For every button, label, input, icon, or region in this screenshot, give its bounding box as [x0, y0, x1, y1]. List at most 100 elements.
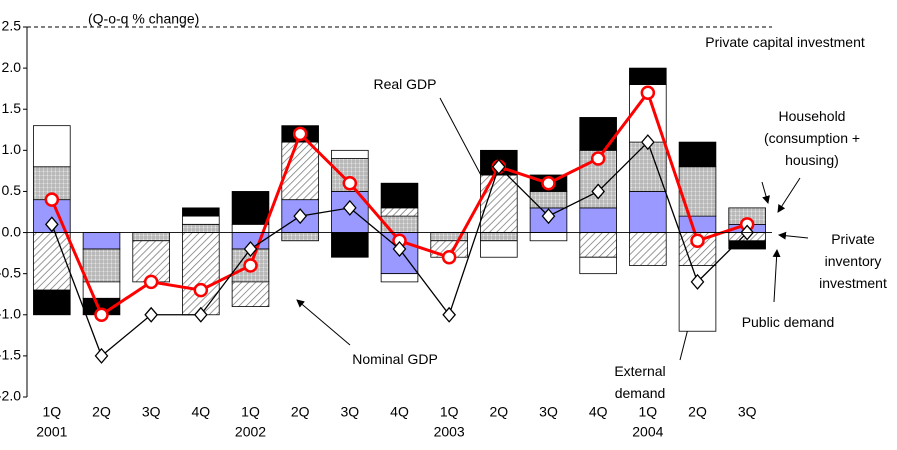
x-tick-label: 3Q — [340, 404, 359, 420]
bar-segment — [281, 141, 319, 201]
marker — [243, 258, 258, 273]
x-tick-label: 3Q — [539, 404, 558, 420]
series-label: Private capital investment — [705, 34, 865, 50]
x-tick-label: 2Q — [688, 404, 707, 420]
bar-segment — [579, 256, 617, 275]
bar-segment — [728, 240, 766, 250]
bar-segment — [331, 232, 369, 258]
marker — [541, 175, 556, 191]
x-tick-label: 1Q — [638, 404, 657, 420]
marker — [193, 282, 209, 298]
series-label: Nominal GDP — [352, 351, 438, 367]
y-tick-label: 0.5 — [2, 182, 22, 198]
bar-segment — [82, 248, 121, 283]
x-tick-label: 2Q — [92, 404, 111, 420]
bar-segment — [231, 281, 270, 307]
marker — [590, 151, 606, 166]
bar-segment — [281, 232, 319, 242]
marker — [392, 241, 407, 257]
bar-segment — [629, 232, 667, 266]
y-tick-label: -0.5 — [0, 264, 21, 280]
bar-segment — [231, 191, 270, 225]
series-label: External demand — [614, 363, 665, 401]
marker — [491, 158, 506, 175]
marker — [690, 273, 705, 290]
bar-segment — [579, 207, 617, 233]
bar-segment — [380, 207, 419, 217]
year-label: 2001 — [36, 424, 67, 440]
x-tick-label: 4Q — [191, 404, 210, 420]
bar-segment — [629, 191, 667, 233]
bar-segment — [82, 232, 121, 250]
bar-segment — [480, 232, 518, 242]
marker — [690, 233, 705, 249]
bar-segment — [629, 141, 667, 192]
year-label: 2003 — [434, 424, 465, 440]
marker — [94, 347, 109, 364]
x-tick-label: 3Q — [142, 404, 161, 420]
bar-segment — [579, 117, 617, 151]
bar-segment — [380, 182, 419, 209]
marker — [442, 306, 457, 323]
bar-segment — [678, 215, 717, 233]
x-tick-label: 1Q — [241, 404, 260, 420]
marker — [143, 274, 159, 290]
bar-segment — [182, 232, 220, 316]
bar-segment — [33, 289, 71, 316]
bar-segment — [678, 141, 717, 168]
marker — [44, 192, 60, 207]
x-tick-label: 1Q — [440, 404, 459, 420]
x-tick-label: 2Q — [489, 404, 508, 420]
x-tick-label: 2Q — [291, 404, 310, 420]
series-label: Private inventory investment — [819, 231, 887, 291]
year-label: 2002 — [235, 424, 266, 440]
marker — [541, 208, 556, 225]
bar-segment — [380, 273, 419, 283]
bar-segment — [331, 158, 369, 192]
x-tick-label: 4Q — [390, 404, 409, 420]
bar-segment — [182, 207, 220, 217]
bar-segment — [579, 232, 617, 258]
x-tick-label: 4Q — [589, 404, 608, 420]
y-tick-label: 2.0 — [2, 59, 22, 75]
bar-segment — [529, 232, 568, 242]
bar-segment — [182, 223, 220, 233]
y-tick-label: 1.0 — [2, 141, 22, 157]
bar-segment — [480, 240, 518, 258]
marker — [640, 85, 656, 101]
bar-segment — [132, 232, 170, 242]
marker — [144, 306, 159, 323]
series-label: Public demand — [742, 314, 835, 330]
marker — [293, 208, 308, 225]
marker — [342, 175, 358, 191]
marker — [342, 199, 357, 216]
bar-segment — [331, 149, 369, 159]
bar-segment — [33, 125, 71, 168]
x-tick-label: 1Q — [42, 404, 61, 420]
series-label: Household (consumption + housing) — [764, 108, 860, 168]
y-tick-label: -2.0 — [0, 388, 21, 404]
marker — [441, 249, 457, 265]
bar-segment — [678, 166, 717, 217]
y-tick-label: 1.5 — [2, 100, 22, 116]
marker — [193, 306, 208, 323]
bar-segment — [629, 67, 667, 85]
marker — [44, 216, 59, 233]
bar-segment — [33, 232, 71, 291]
bar-segment — [529, 191, 568, 209]
marker — [640, 134, 655, 151]
marker — [591, 183, 606, 200]
marker — [94, 307, 109, 323]
y-tick-label: 2.5 — [2, 18, 22, 34]
series-label: Real GDP — [373, 76, 436, 92]
marker — [292, 126, 308, 142]
year-label: 2004 — [632, 424, 663, 440]
y-axis-label: (Q-o-q % change) — [88, 11, 199, 27]
y-tick-label: 0.0 — [2, 223, 22, 239]
bar-segment — [182, 215, 220, 225]
y-tick-label: -1.0 — [0, 305, 21, 321]
x-tick-label: 3Q — [738, 404, 757, 420]
y-tick-label: -1.5 — [0, 347, 21, 363]
